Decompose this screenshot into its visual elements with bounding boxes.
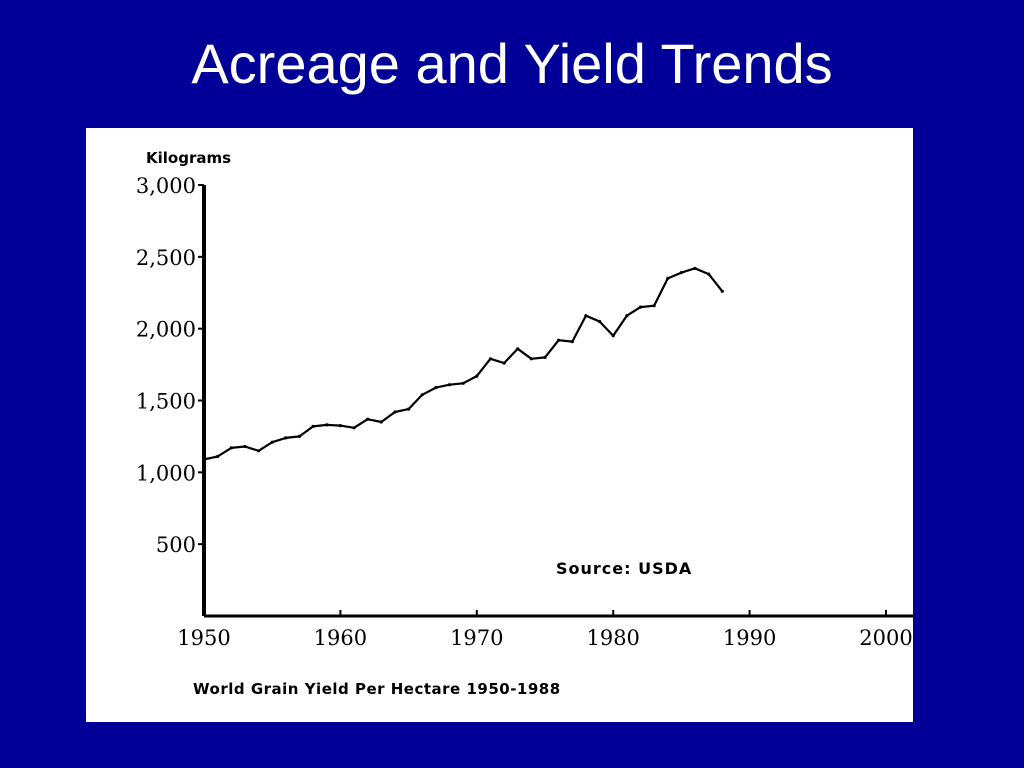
x-tick-label: 2000 [859,626,912,650]
data-point [488,357,492,361]
x-tick-label: 1950 [177,626,230,650]
data-point [693,266,697,270]
data-point [529,357,533,361]
data-point [720,289,724,293]
data-point [557,338,561,342]
data-point [352,426,356,430]
data-point [379,420,383,424]
y-tick-label: 1,000 [136,461,196,485]
data-point [584,314,588,318]
data-point [679,271,684,275]
data-point [611,334,615,338]
data-point [652,304,656,308]
data-point [707,272,711,276]
data-point [284,436,288,440]
y-tick-label: 2,500 [136,246,196,270]
slide-title: Acreage and Yield Trends [191,32,833,95]
x-tick-label: 1980 [586,626,639,650]
line-chart: 500 1,000 1,500 2,000 2,500 3,000 1950 1960 1970… [136,149,913,698]
data-point [338,424,342,428]
data-point [502,361,506,365]
y-tick-label: 2,000 [136,318,196,342]
data-point [311,424,315,428]
y-tick-label: 500 [156,533,196,557]
data-point [570,340,574,344]
data-point [393,410,397,414]
data-point [543,355,547,359]
x-tick-label: 1970 [450,626,503,650]
data-point [202,457,206,461]
y-tick-label: 3,000 [136,174,196,198]
chart-axes [202,185,913,618]
data-point [325,423,329,427]
x-tick-label: 1990 [723,626,776,650]
data-point [516,347,520,351]
data-point [270,440,274,444]
data-point [461,381,465,385]
y-axis-label: Kilograms [146,149,231,167]
data-point [598,319,602,324]
source-annotation: Source: USDA [556,559,692,578]
yield-series-line [203,267,724,461]
x-axis-label: World Grain Yield Per Hectare 1950-1988 [193,680,561,698]
y-tick-label: 1,500 [136,390,196,414]
data-point [666,276,670,280]
data-point [638,305,643,309]
data-point [407,407,411,411]
data-point [625,314,629,318]
chart-panel: 500 1,000 1,500 2,000 2,500 3,000 1950 1960 1970… [86,128,913,722]
data-point [243,444,247,449]
x-tick-label: 1960 [314,626,367,650]
series-points [202,266,724,461]
data-point [434,386,438,390]
data-point [229,446,233,450]
data-point [216,454,220,459]
data-point [257,449,261,453]
chart-ticks: 500 1,000 1,500 2,000 2,500 3,000 1950 1960 1970… [136,174,913,650]
data-point [366,417,370,421]
data-point [475,374,479,378]
data-point [447,383,452,387]
data-point [297,434,302,438]
data-point [420,393,424,397]
